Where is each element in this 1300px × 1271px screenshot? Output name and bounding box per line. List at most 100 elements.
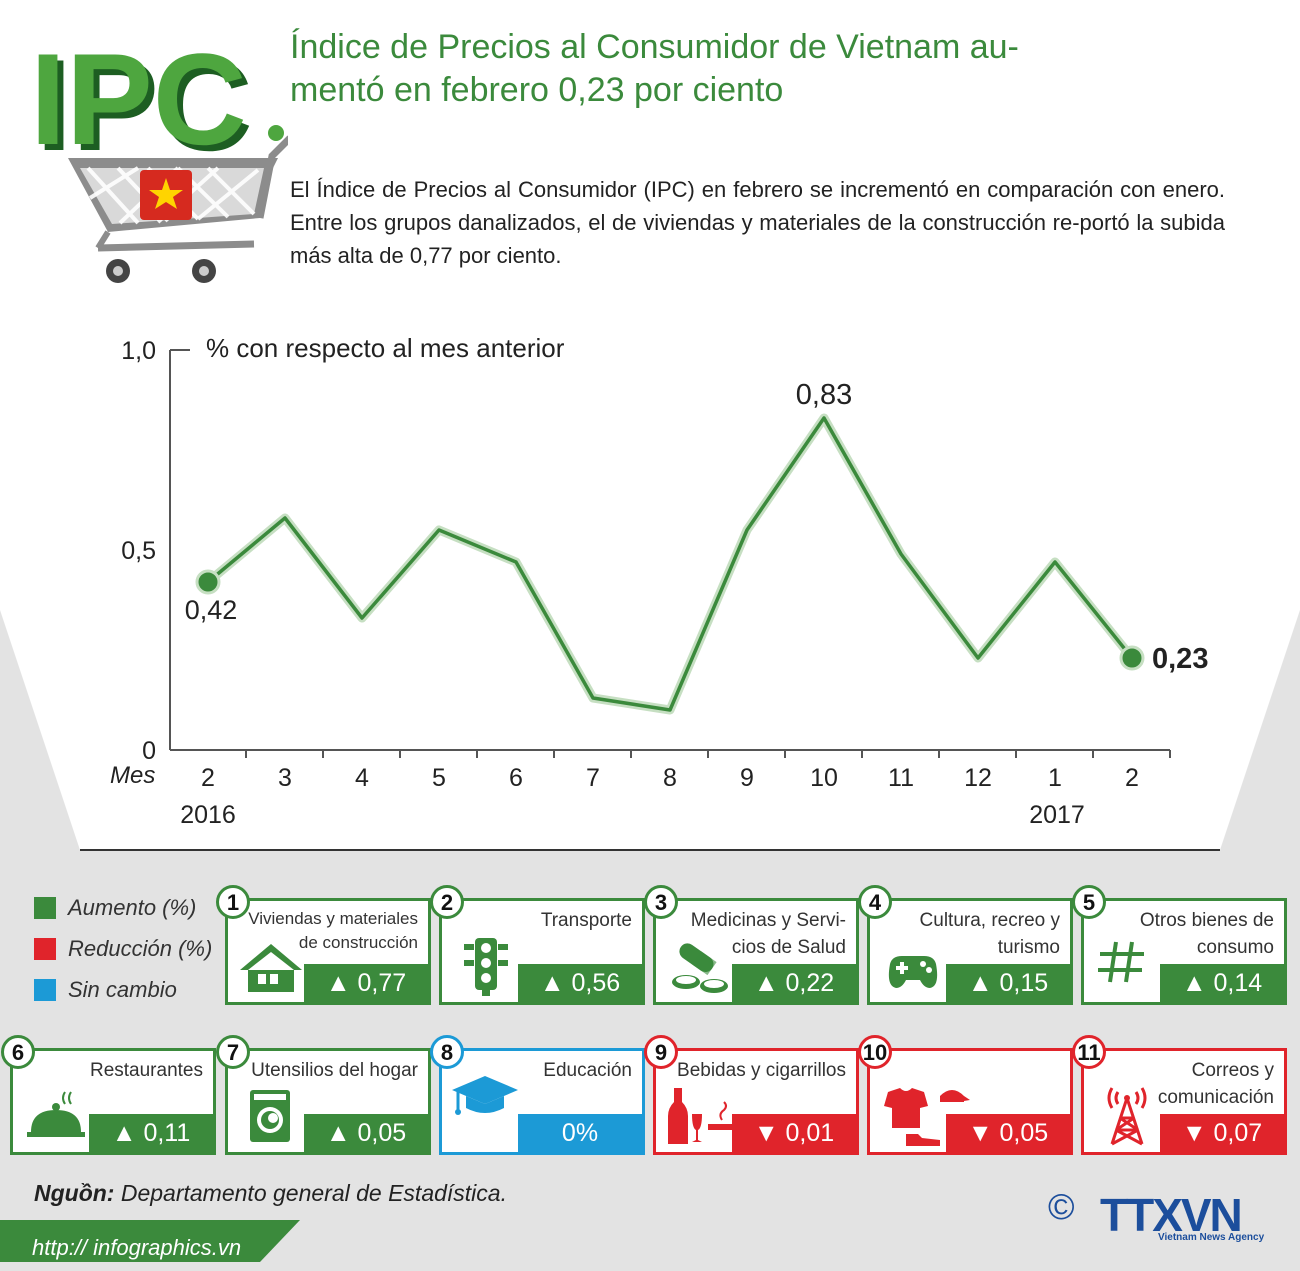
source-line: Nguồn: Departamento general de Estadísti… (34, 1180, 507, 1207)
card-label: Bebidas y cigarrillos (677, 1060, 846, 1081)
x-tick-label: 2 (201, 764, 215, 792)
agency-logo: TTXVN (1100, 1189, 1243, 1241)
category-card-culture: 4 Cultura, recreo y turismo ▲ 0,15 (858, 885, 1073, 1005)
x-tick-label: 2 (1125, 764, 1139, 792)
house-icon (240, 944, 302, 992)
card-value: ▼ 0,01 (732, 1114, 856, 1152)
x-axis-label: Mes (110, 762, 155, 789)
card-label: Medicinas y Servi-cios de Salud (690, 910, 846, 958)
website-link[interactable]: http:// infographics.vn (32, 1235, 242, 1260)
category-card-beverages: 9 Bebidas y cigarrillos ▼ 0,01 (644, 1035, 859, 1155)
category-card-health: 3 Medicinas y Servi-cios de Salud ▲ 0,22 (644, 885, 859, 1005)
x-tick-label: 11 (888, 764, 914, 792)
y-tick-label: 1,0 (121, 337, 156, 365)
x-tick-label: 9 (740, 764, 754, 792)
right-grey-wedge (1220, 610, 1300, 850)
card-label: Viviendas y materiales de construcción (248, 909, 418, 952)
legend-swatch-red (34, 938, 56, 960)
x-tick-label: 5 (432, 764, 446, 792)
hash-icon (1098, 941, 1144, 983)
card-number: 8 (430, 1035, 464, 1069)
source-label: Nguồn: (34, 1180, 115, 1206)
category-card-household: 7 Utensilios del hogar ▲ 0,05 (216, 1035, 431, 1155)
chart-title: % con respecto al mes anterior (206, 333, 565, 363)
washing-machine-icon (250, 1090, 290, 1142)
category-card-other-goods: 5 Otros bienes de consumo ▲ 0,14 (1072, 885, 1287, 1005)
card-value: ▲ 0,15 (946, 964, 1070, 1002)
card-number: 3 (644, 885, 678, 919)
card-number: 7 (216, 1035, 250, 1069)
x-tick-label: 7 (586, 764, 600, 792)
bottle-cigarette-icon (668, 1088, 732, 1144)
year-label: 2017 (1029, 801, 1085, 829)
data-point (1119, 645, 1145, 671)
pills-icon (672, 943, 728, 993)
card-value: ▲ 0,14 (1160, 964, 1284, 1002)
clothes-icon (884, 1088, 970, 1146)
x-tick-label: 12 (964, 764, 992, 792)
card-number: 9 (644, 1035, 678, 1069)
legend-label: Sin cambio (68, 977, 177, 1002)
x-tick-label: 1 (1048, 764, 1062, 792)
page-title: Índice de Precios al Consumidor de Vietn… (290, 28, 1019, 109)
card-number: 10 (858, 1035, 892, 1069)
traffic-light-icon (464, 938, 508, 996)
data-point (195, 569, 221, 595)
series-line-halo (205, 413, 1136, 715)
category-card-housing: 1 Viviendas y materiales de construcción… (216, 885, 431, 1005)
card-label: Educación (543, 1060, 632, 1081)
card-number: 4 (858, 885, 892, 919)
y-tick-label: 0 (142, 737, 156, 765)
category-card-communication: 11 Correos y comunicación ▼ 0,07 (1072, 1035, 1287, 1155)
ipc-cart-logo: IPC IPC (30, 26, 288, 283)
copyright-symbol: © (1048, 1186, 1075, 1227)
intro-paragraph: El Índice de Precios al Consumidor (IPC)… (290, 177, 1225, 268)
card-value: ▼ 0,07 (1160, 1114, 1284, 1152)
card-value: ▲ 0,56 (518, 964, 642, 1002)
legend-item-increase: Aumento (%) (34, 895, 196, 921)
series-line (206, 416, 1134, 712)
legend-label: Aumento (%) (68, 895, 197, 920)
url-banner (0, 1220, 300, 1262)
card-value: ▲ 0,77 (304, 964, 428, 1002)
card-number: 5 (1072, 885, 1106, 919)
data-label: 0,23 (1152, 643, 1208, 675)
x-tick-label: 3 (278, 764, 292, 792)
x-tick-label: 4 (355, 764, 369, 792)
x-tick-label: 8 (663, 764, 677, 792)
card-number: 11 (1072, 1035, 1106, 1069)
card-label: Otros bienes de consumo (1139, 910, 1274, 958)
agency-subtitle: Vietnam News Agency (1158, 1232, 1265, 1243)
source-text: Departamento general de Estadística. (120, 1180, 507, 1206)
y-tick-label: 0,5 (121, 537, 156, 565)
card-number: 6 (1, 1035, 35, 1069)
x-tick-label: 6 (509, 764, 523, 792)
gamepad-icon (888, 956, 938, 988)
logo-text: IPC (30, 26, 247, 172)
category-card-education: 8 Educación 0% (430, 1035, 645, 1155)
card-value: 0% (518, 1114, 642, 1152)
card-label: Cultura, recreo y turismo (919, 910, 1060, 958)
legend-swatch-blue (34, 979, 56, 1001)
card-value: ▲ 0,11 (89, 1114, 213, 1152)
x-tick-label: 10 (810, 764, 838, 792)
legend-swatch-green (34, 897, 56, 919)
legend-label: Reducción (%) (68, 936, 213, 961)
category-card-transport: 2 Transporte ▲ 0,56 (430, 885, 645, 1005)
graduation-cap-icon (452, 1076, 518, 1115)
antenna-icon (1107, 1087, 1147, 1146)
category-card-restaurants: 6 Restaurantes ▲ 0,11 (1, 1035, 216, 1155)
category-card-clothing: 10 ▼ 0,05 (858, 1035, 1073, 1155)
card-value: ▲ 0,05 (304, 1114, 428, 1152)
year-label: 2016 (180, 801, 236, 829)
logo-shadow: IPC (36, 32, 253, 178)
card-value: ▼ 0,05 (946, 1114, 1070, 1152)
card-number: 1 (216, 885, 250, 919)
left-grey-wedge (0, 610, 80, 850)
card-value: ▲ 0,22 (732, 964, 856, 1002)
data-label: 0,83 (796, 379, 852, 411)
legend-item-unchanged: Sin cambio (34, 977, 177, 1003)
card-label: Correos y comunicación (1157, 1060, 1274, 1108)
cart-icon (68, 125, 288, 283)
